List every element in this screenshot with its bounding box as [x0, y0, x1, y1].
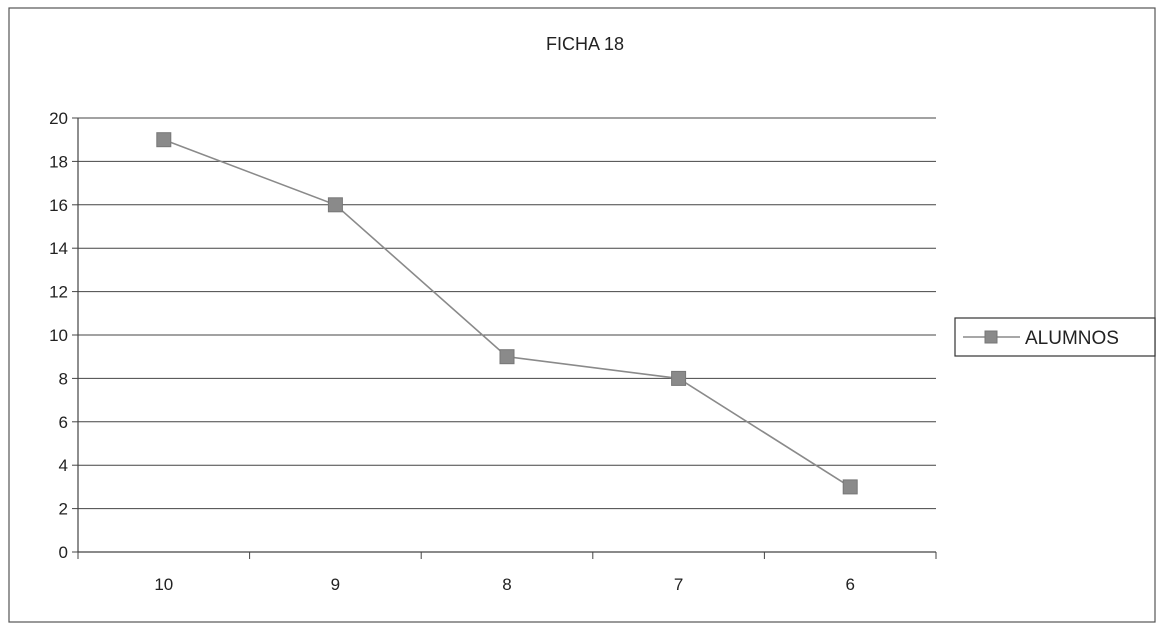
x-axis-ticks: 10 9 8 7 6: [77, 552, 937, 594]
y-tick-label: 16: [49, 196, 68, 215]
y-tick-label: 14: [49, 239, 68, 258]
x-tick-label: 8: [502, 575, 511, 594]
y-tick-label: 18: [49, 152, 68, 171]
series-group: [156, 132, 858, 495]
x-tick-label: 6: [845, 575, 854, 594]
data-point-marker: [327, 197, 343, 213]
y-tick-label: 6: [59, 413, 68, 432]
x-tick-label: 10: [154, 575, 173, 594]
chart-title: FICHA 18: [546, 34, 624, 54]
x-tick-label: 7: [674, 575, 683, 594]
chart-frame: [8, 7, 1156, 623]
y-tick-label: 4: [59, 456, 68, 475]
data-point-marker: [156, 132, 172, 148]
data-point-marker: [499, 349, 515, 365]
y-axis-ticks: 0 2 4 6 8 10 12 14 16 18 20: [49, 109, 78, 562]
x-tick-label: 9: [331, 575, 340, 594]
gridlines: [78, 117, 936, 510]
legend: ALUMNOS: [954, 317, 1156, 357]
data-point-marker: [671, 370, 687, 386]
data-point-marker: [842, 479, 858, 495]
y-tick-label: 20: [49, 109, 68, 128]
y-tick-label: 12: [49, 283, 68, 302]
legend-marker-square: [984, 330, 998, 344]
y-tick-label: 2: [59, 500, 68, 519]
y-tick-label: 8: [59, 369, 68, 388]
legend-label-alumnos: ALUMNOS: [1025, 328, 1119, 349]
y-tick-label: 10: [49, 326, 68, 345]
y-tick-label: 0: [59, 543, 68, 562]
